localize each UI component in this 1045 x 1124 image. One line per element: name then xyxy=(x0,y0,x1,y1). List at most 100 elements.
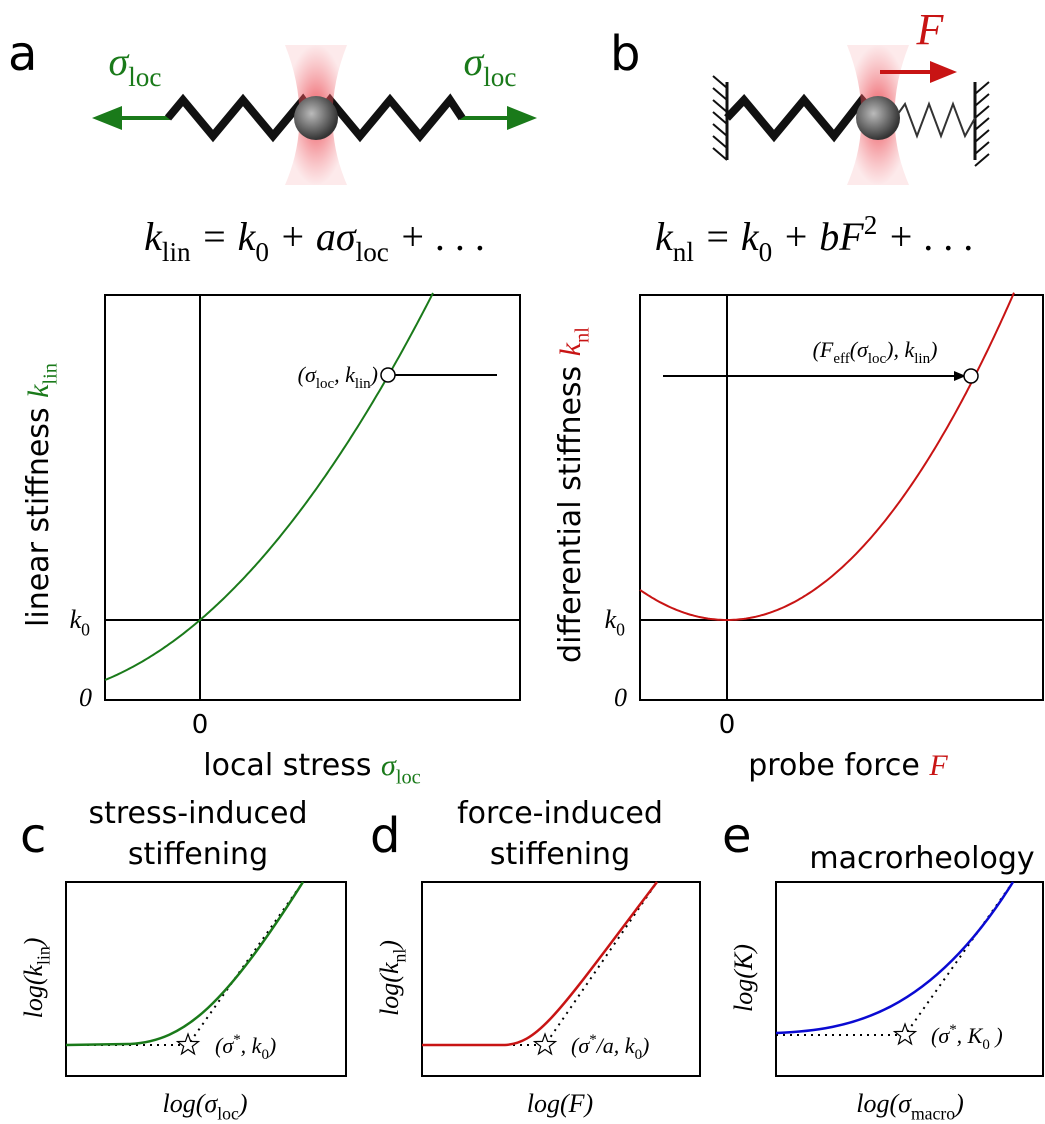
label-text: differential stiffness xyxy=(553,356,588,663)
math-part: loc xyxy=(316,376,335,392)
x-axis-label: log(σloc) xyxy=(163,1089,248,1123)
y-axis-label: log(klin) xyxy=(19,938,53,1019)
math-part: * xyxy=(589,1032,596,1048)
x-tick-label: 0 xyxy=(719,710,736,740)
math-part: σ xyxy=(464,39,485,84)
illustration-b xyxy=(712,45,990,185)
math-part: ) xyxy=(369,362,378,387)
panel-title: stiffening xyxy=(128,837,268,872)
force-label: σloc xyxy=(464,39,517,92)
math-part: lin xyxy=(33,946,53,965)
x-axis-label: probe force F xyxy=(748,748,948,783)
x-axis-label: local stress σloc xyxy=(203,748,420,788)
math-part: k xyxy=(70,605,82,634)
math-part: k xyxy=(554,342,587,356)
label-text: linear stiffness xyxy=(21,398,56,627)
plot-b xyxy=(639,292,1044,701)
point-label: (Feff(σloc), klin) xyxy=(813,337,938,367)
panel-letter: d xyxy=(370,808,400,864)
math-part: lin xyxy=(162,237,191,267)
math-part: nl xyxy=(673,237,695,267)
math-part: loc xyxy=(356,237,389,267)
math-part: nl xyxy=(389,949,409,963)
math-part: 0 xyxy=(79,683,92,712)
math-part: ) xyxy=(953,1089,964,1118)
math-part: 0 xyxy=(759,237,773,267)
y-axis-label: log(knl) xyxy=(375,940,409,1016)
math-part: k xyxy=(655,214,674,259)
math-part: (F xyxy=(813,337,834,362)
math-part: (σ xyxy=(931,1023,950,1048)
math-part: ) xyxy=(640,1033,649,1058)
star-marker xyxy=(892,1022,918,1046)
force-label: σloc xyxy=(109,39,162,92)
math-part: lin xyxy=(914,351,930,367)
illustration-a xyxy=(92,45,537,185)
math-part: 0 xyxy=(261,1047,268,1063)
y-tick-label: k0 xyxy=(70,605,91,639)
math-part: lin xyxy=(39,363,61,385)
force-label: F xyxy=(916,5,945,54)
y-axis-label: log(K) xyxy=(729,944,758,1012)
math-part: F xyxy=(928,749,948,782)
math-part: , k xyxy=(241,1033,263,1058)
plot-a xyxy=(104,292,521,701)
x-axis-label: log(F) xyxy=(527,1089,593,1118)
point-label: (σ*/a, k0) xyxy=(571,1032,649,1063)
label-symbol: F xyxy=(928,749,948,782)
math-part: 0 xyxy=(616,619,625,639)
plot-d xyxy=(421,881,701,1077)
math-part: (σ xyxy=(571,1033,590,1058)
label-symbol: klin xyxy=(22,363,61,398)
equation: klin = k0 + aσloc + . . . xyxy=(144,214,486,267)
math-part: = k xyxy=(694,214,760,259)
math-part: + bF xyxy=(772,214,864,259)
math-part: lin xyxy=(355,376,371,392)
math-part: (σ xyxy=(850,337,869,362)
math-part: ), k xyxy=(884,337,915,362)
panel-title: stress-induced xyxy=(88,796,307,831)
math-part: 0 xyxy=(255,237,269,267)
equation: knl = k0 + bF2 + . . . xyxy=(655,210,974,267)
panel-letter: c xyxy=(20,808,46,864)
math-part: loc xyxy=(868,351,887,367)
math-part: , k xyxy=(334,362,356,387)
math-part: k xyxy=(605,605,617,634)
math-part: + . . . xyxy=(877,214,974,259)
panel-title: force-induced xyxy=(457,796,663,831)
math-part: nl xyxy=(571,327,593,343)
panel-letter: b xyxy=(610,26,640,82)
point-label: (σloc, klin) xyxy=(298,362,378,392)
math-part: 0 xyxy=(614,683,627,712)
plot-e xyxy=(775,881,1044,1077)
math-part: log(k xyxy=(375,962,404,1016)
math-part: ) xyxy=(267,1033,276,1058)
math-part: 2 xyxy=(864,210,878,240)
math-part: + aσ xyxy=(269,214,357,259)
math-part: loc xyxy=(128,62,161,92)
y-axis-label: differential stiffness knl xyxy=(553,327,593,663)
panel-letter: a xyxy=(8,26,37,82)
math-part: F xyxy=(916,5,945,54)
math-part: ) xyxy=(375,940,404,951)
math-part: 0 xyxy=(81,619,90,639)
math-part: 0 xyxy=(635,1047,642,1063)
math-part: σ xyxy=(381,749,397,782)
label-text: local stress xyxy=(203,748,381,783)
math-part: loc xyxy=(483,62,516,92)
math-part: * xyxy=(949,1022,956,1038)
math-part: k xyxy=(144,214,163,259)
math-part: σ xyxy=(109,39,130,84)
math-part: eff xyxy=(833,351,849,367)
y-tick-label: 0 xyxy=(79,683,92,712)
math-part: , K xyxy=(957,1023,984,1048)
math-part: loc xyxy=(217,1103,239,1123)
y-tick-label: 0 xyxy=(614,683,627,712)
y-axis-label: linear stiffness klin xyxy=(21,363,61,627)
math-part: macro xyxy=(911,1103,955,1123)
math-part: ) xyxy=(990,1023,1003,1048)
math-part: log(σ xyxy=(856,1089,912,1118)
math-part: ) xyxy=(237,1089,248,1118)
